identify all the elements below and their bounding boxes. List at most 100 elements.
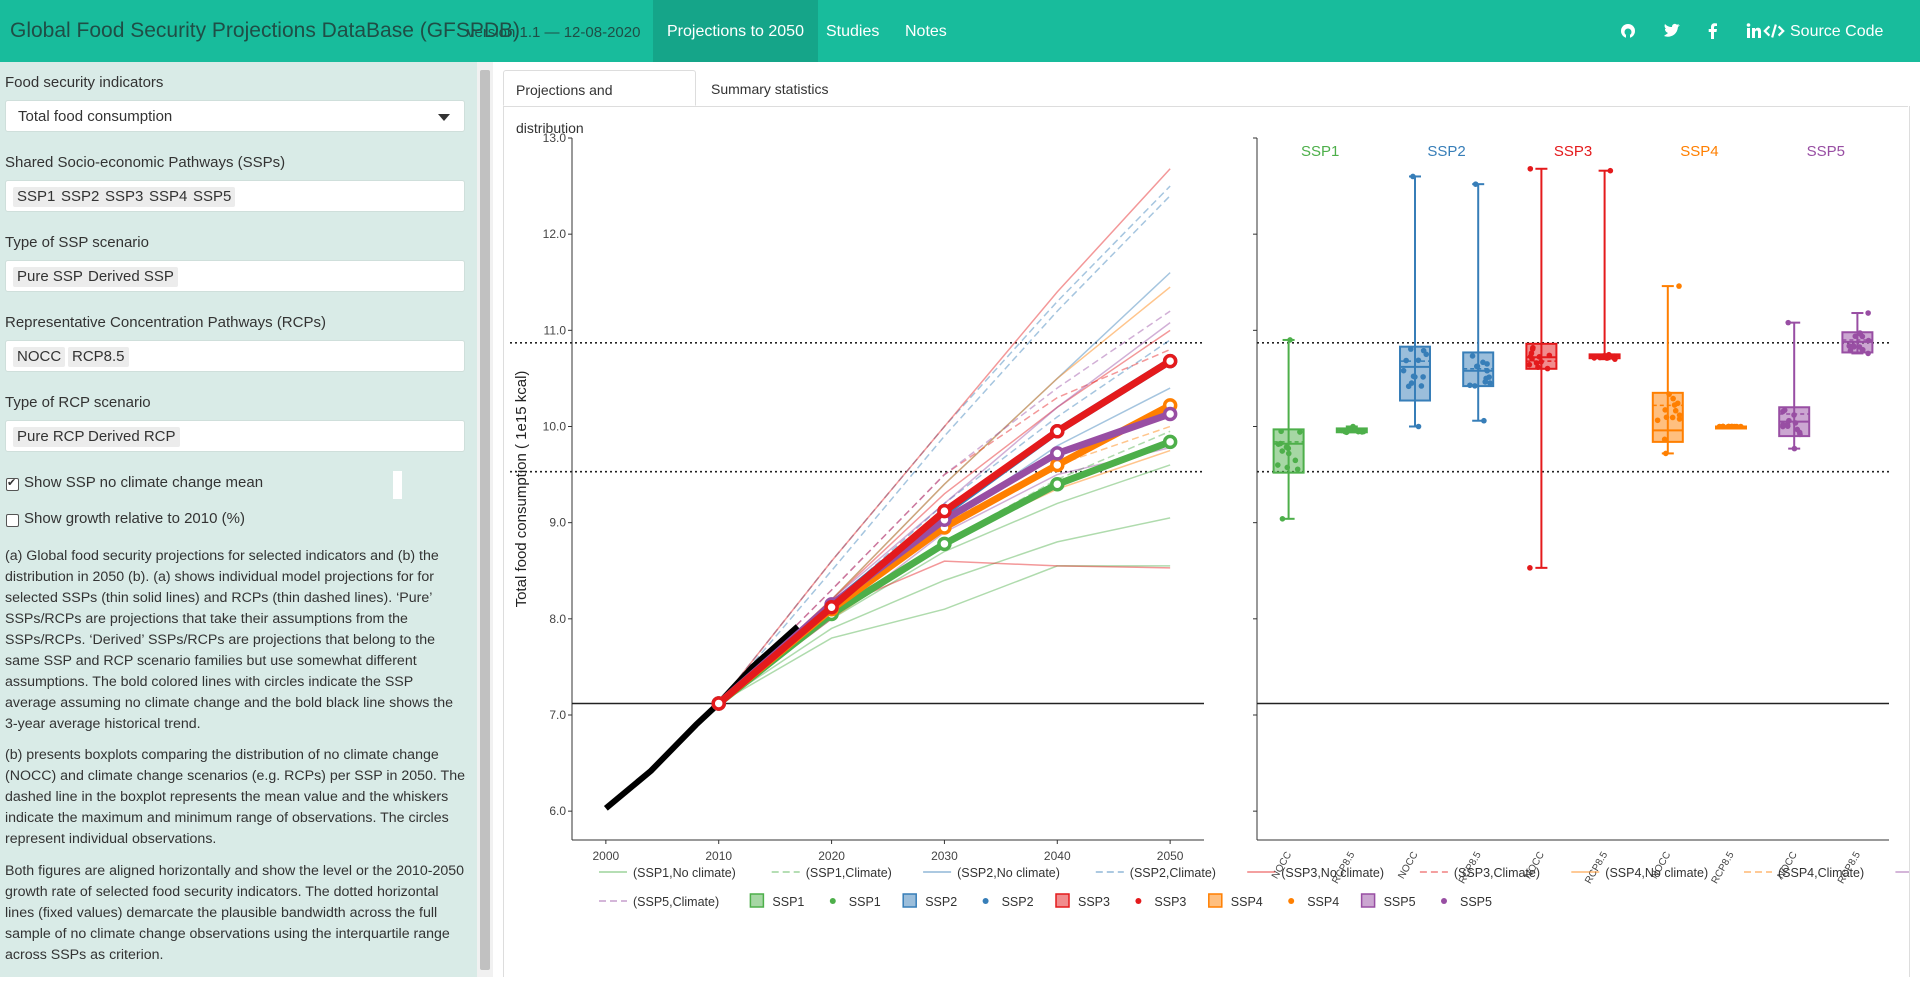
tab-summary[interactable]: Summary statistics bbox=[711, 81, 829, 97]
source-code-link[interactable]: Source Code bbox=[1790, 23, 1884, 40]
box-observation-point bbox=[1346, 427, 1353, 433]
github-icon[interactable] bbox=[1615, 18, 1641, 44]
box-observation-point bbox=[1672, 407, 1679, 414]
checkbox-mean[interactable] bbox=[6, 476, 19, 491]
chip-derived-ssp[interactable]: Derived SSP bbox=[84, 267, 178, 287]
chart-panel: 6.0 7.0 8.0 9.0 10.0 11.0 12.0 13.0 2000 2010 2020… bbox=[503, 106, 1920, 977]
legend-label: (SSP1,Climate) bbox=[806, 866, 892, 880]
app-title[interactable]: Global Food Security Projections DataBas… bbox=[10, 19, 521, 42]
box-observation-point bbox=[1277, 440, 1284, 447]
legend-box-swatch bbox=[1055, 893, 1070, 908]
ssp-multiselect[interactable]: SSP1 SSP2 SSP3 SSP4 SSP5 bbox=[5, 180, 465, 212]
box-group-title: SSP5 bbox=[1807, 143, 1845, 160]
sidebar: Food security indicators Total food cons… bbox=[0, 62, 477, 977]
box-observation-point bbox=[1529, 355, 1535, 362]
box-observation-point bbox=[1601, 352, 1608, 359]
indicator-select[interactable]: Total food consumption bbox=[5, 100, 465, 132]
x-tick-label: 2020 bbox=[818, 849, 845, 863]
box-observation-point bbox=[1410, 373, 1417, 380]
legend-label: (SSP4,Climate) bbox=[1778, 866, 1864, 880]
tab-projections[interactable]: Projections and distribution bbox=[503, 70, 696, 136]
box-observation-point bbox=[1676, 412, 1683, 418]
chip-ssp2[interactable]: SSP2 bbox=[57, 187, 104, 207]
nav-tab-notes[interactable]: Notes bbox=[905, 23, 947, 40]
box-category-label: RCP8.5 bbox=[1710, 850, 1737, 886]
chip-ssp1[interactable]: SSP1 bbox=[13, 187, 60, 207]
toggle-handle bbox=[393, 471, 402, 499]
model-line-ssp3 bbox=[718, 560, 1171, 705]
legend-label: (SSP1,No climate) bbox=[633, 866, 736, 880]
description-para-3: Both figures are aligned horizontally an… bbox=[5, 863, 465, 963]
twitter-icon[interactable] bbox=[1659, 18, 1685, 44]
box-observation-point bbox=[1591, 355, 1598, 361]
sidebar-scrollbar[interactable] bbox=[477, 62, 493, 977]
box-observation-point bbox=[1292, 457, 1299, 464]
model-line-ssp5 bbox=[718, 310, 1171, 704]
box-observation-point bbox=[1400, 367, 1407, 374]
box-observation-point bbox=[1661, 436, 1668, 443]
mean-point-ssp1 bbox=[1050, 476, 1065, 492]
legend-box-swatch bbox=[1360, 893, 1376, 908]
box-group-title: SSP1 bbox=[1301, 143, 1339, 160]
facebook-icon[interactable] bbox=[1700, 18, 1726, 44]
legend-label: SSP3 bbox=[1078, 895, 1110, 909]
box-observation-point bbox=[1852, 333, 1859, 340]
box-observation-point bbox=[1420, 347, 1427, 354]
box-observation-point bbox=[1666, 391, 1672, 397]
linkedin-icon[interactable] bbox=[1741, 18, 1767, 44]
box-observation-point bbox=[1546, 352, 1553, 359]
legend-box-swatch bbox=[1208, 893, 1223, 908]
box-group-title: SSP4 bbox=[1680, 143, 1718, 160]
box-observation-point bbox=[1737, 423, 1744, 430]
box-observation-point bbox=[1279, 516, 1286, 522]
box-observation-point bbox=[1607, 167, 1614, 174]
chip-ssp4[interactable]: SSP4 bbox=[145, 187, 192, 207]
box-observation-point bbox=[1669, 414, 1676, 421]
x-tick-label: 2040 bbox=[1044, 849, 1071, 863]
box-observation-point bbox=[1528, 350, 1535, 356]
scrollbar-thumb[interactable] bbox=[480, 70, 490, 970]
box-observation-point bbox=[1408, 380, 1415, 386]
box-observation-point bbox=[1294, 466, 1301, 473]
tabs-bar: Projections and distribution Summary sta… bbox=[503, 70, 1908, 136]
chip-ssp5[interactable]: SSP5 bbox=[189, 187, 236, 207]
rcp-multiselect[interactable]: NOCC RCP8.5 bbox=[5, 340, 465, 372]
box-observation-point bbox=[1467, 382, 1473, 389]
chip-pure-rcp[interactable]: Pure RCP bbox=[13, 427, 89, 447]
chip-nocc[interactable]: NOCC bbox=[13, 347, 66, 367]
rcp-type-multiselect[interactable]: Pure RCP Derived RCP bbox=[5, 420, 465, 452]
box-observation-point bbox=[1526, 361, 1533, 368]
chip-pure-ssp[interactable]: Pure SSP bbox=[13, 267, 87, 287]
y-tick-label: 9.0 bbox=[549, 516, 566, 530]
checkbox-mean-label: Show SSP no climate change mean bbox=[24, 474, 264, 491]
box-observation-point bbox=[1527, 165, 1534, 172]
legend-box-swatch bbox=[749, 893, 765, 908]
mean-point-ssp3 bbox=[1162, 353, 1178, 369]
x-tick-label: 2050 bbox=[1157, 849, 1184, 863]
box-observation-point bbox=[1859, 346, 1866, 353]
legend-dot-swatch bbox=[1288, 898, 1295, 904]
checkbox-growth[interactable] bbox=[6, 514, 19, 527]
box-observation-point bbox=[1420, 374, 1426, 380]
box-observation-point bbox=[1729, 423, 1736, 430]
legend-label: (SSP4,No climate) bbox=[1605, 866, 1708, 880]
box-observation-point bbox=[1287, 337, 1293, 343]
chip-rcp85[interactable]: RCP8.5 bbox=[68, 347, 129, 367]
box-observation-point bbox=[1297, 429, 1303, 435]
code-icon[interactable] bbox=[1762, 18, 1786, 44]
box-observation-point bbox=[1275, 462, 1281, 468]
legend-label: SSP2 bbox=[1002, 895, 1034, 909]
chip-derived-rcp[interactable]: Derived RCP bbox=[84, 427, 180, 447]
ssp-type-multiselect[interactable]: Pure SSP Derived SSP bbox=[5, 260, 465, 292]
box-observation-point bbox=[1536, 354, 1543, 360]
x-tick-label: 2010 bbox=[705, 849, 732, 863]
nav-tab-projections[interactable]: Projections to 2050 bbox=[653, 0, 818, 62]
legend-label: (SSP3,Climate) bbox=[1454, 866, 1540, 880]
nav-tab-studies[interactable]: Studies bbox=[826, 23, 880, 40]
mean-point-ssp5 bbox=[1162, 406, 1178, 422]
chip-ssp3[interactable]: SSP3 bbox=[101, 187, 148, 207]
checkbox-growth-label: Show growth relative to 2010 (%) bbox=[24, 510, 245, 527]
model-line-ssp2 bbox=[718, 195, 1171, 704]
mean-line-ssp5 bbox=[716, 410, 1172, 707]
box-observation-point bbox=[1865, 337, 1872, 344]
